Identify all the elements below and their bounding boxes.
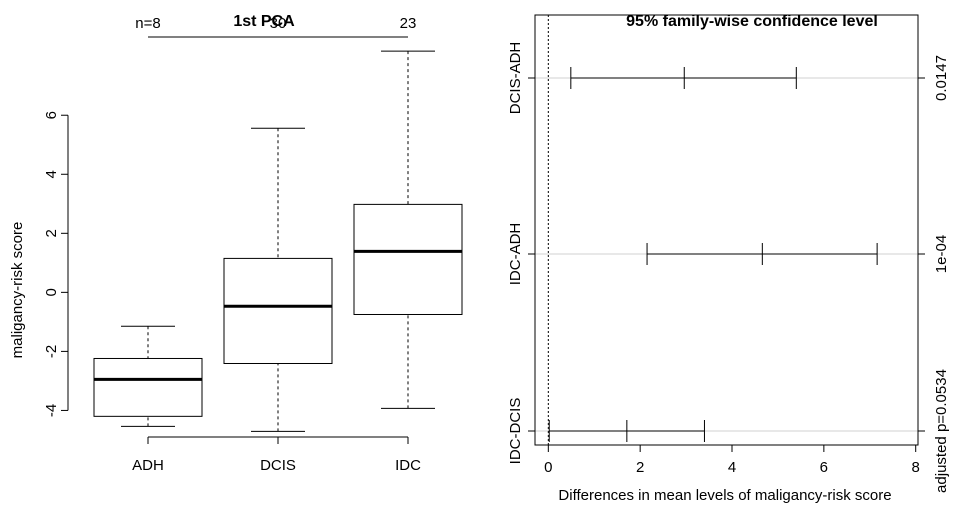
count-label: 30 (270, 15, 287, 32)
x-tick-label: 2 (636, 459, 644, 476)
y-axis-label: maligancy-risk score (9, 222, 26, 359)
p-value-label: 0.0147 (933, 55, 950, 101)
chart-title: 95% family-wise confidence level (626, 13, 878, 30)
x-tick-label: ADH (132, 457, 164, 474)
x-axis-label: Differences in mean levels of maligancy-… (558, 487, 891, 504)
y-tick-label: 6 (43, 111, 60, 119)
p-value-label: 1e-04 (933, 235, 950, 273)
y-tick-label: 0 (43, 288, 60, 296)
y-tick-label: IDC-ADH (507, 223, 524, 286)
x-tick-label: 4 (728, 459, 736, 476)
x-tick-label: 8 (912, 459, 920, 476)
box (353, 203, 463, 315)
y-tick-label: IDC-DCIS (507, 398, 524, 465)
y-tick-label: DCIS-ADH (507, 42, 524, 115)
count-label: 23 (400, 15, 417, 32)
y-tick-label: 4 (43, 170, 60, 178)
p-value-label: adjusted p=0.0534 (933, 369, 950, 493)
y-tick-label: -4 (43, 404, 60, 417)
y-tick-label: 2 (43, 229, 60, 237)
y-tick-label: -2 (43, 345, 60, 358)
x-tick-label: 6 (820, 459, 828, 476)
box (93, 357, 203, 417)
x-tick-label: IDC (395, 457, 421, 474)
plot-frame (534, 14, 919, 446)
box (223, 257, 333, 364)
count-label: n=8 (135, 15, 160, 32)
x-tick-label: DCIS (260, 457, 296, 474)
chart-title: 1st PCA (233, 13, 295, 30)
x-tick-label: 0 (544, 459, 552, 476)
